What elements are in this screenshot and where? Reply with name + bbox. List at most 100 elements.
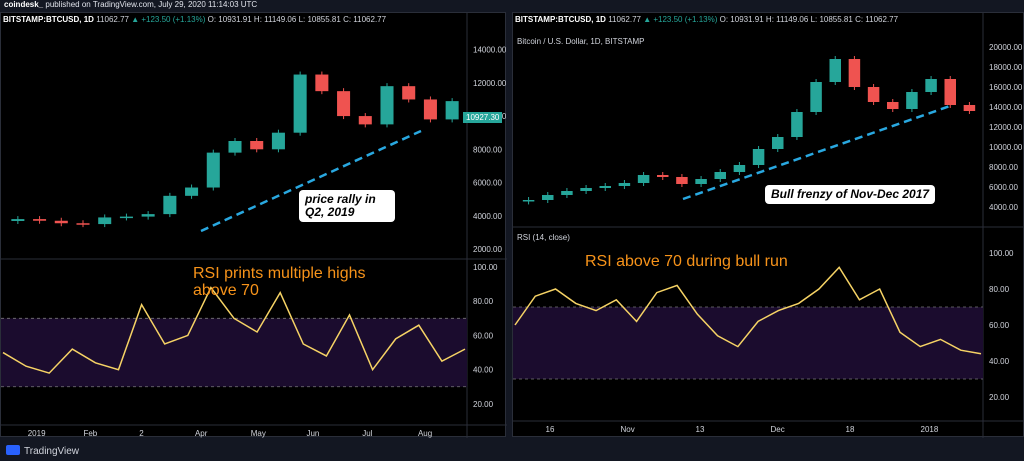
candle-body [733,165,746,172]
left-annotation-line2: Q2, 2019 [305,205,355,219]
left-chart-svg: 14000.0012000.0010000.008000.006000.0040… [1,13,507,438]
candle-body [906,92,918,109]
rsi-tick-label: 40.00 [473,366,494,375]
left-price-tag: 10927.30 [463,112,503,123]
rsi-tick-label: 60.00 [989,321,1010,330]
rsi-tick-label: 40.00 [989,357,1010,366]
right-c: C: 11062.77 [855,15,899,24]
price-tick-label: 8000.00 [989,163,1018,172]
time-tick-label: Jun [306,429,319,438]
candle-body [657,175,669,177]
left-price-annotation: price rally in Q2, 2019 [299,190,395,222]
right-open: O: 10931.91 [719,15,764,24]
time-tick-label: 2018 [921,425,939,434]
trend-line [200,129,422,233]
time-tick-label: Feb [83,429,97,438]
candle-body [887,102,899,109]
candle-body [848,59,861,87]
candle-body [54,220,68,224]
tradingview-brand[interactable]: TradingView [6,445,79,457]
left-high: H: 11149.06 [253,15,297,24]
left-chart-panel[interactable]: BITSTAMP:BTCUSD, 1D 11062.77 ▲ +123.50 (… [0,12,507,438]
candle-body [293,74,307,133]
price-tick-label: 6000.00 [473,179,502,188]
candle-body [337,91,351,117]
candle-body [358,116,372,125]
left-low: L: 10855.81 [298,15,341,24]
candle-body [580,188,592,191]
right-chart-svg: 20000.00 18000.00 16000.00 14000.00 12000.00… [513,13,1024,438]
tradingview-brand-label: TradingView [24,446,80,457]
rsi-band [513,307,983,379]
candle-body [561,191,573,195]
rsi-line [514,266,982,355]
rsi-tick-label: 20.00 [989,393,1010,402]
time-tick-label: 2019 [28,429,46,438]
price-tick-label: 4000.00 [989,203,1018,212]
candle-body [599,186,611,188]
price-tick-label: 14000.00 [989,103,1023,112]
time-tick-label: Dec [771,425,785,434]
left-open: O: 10931.91 [207,15,252,24]
price-tick-label: 14000.00 [473,46,507,55]
left-rsi-annotation: RSI prints multiple highs above 70 [193,265,366,299]
left-symbol: BITSTAMP:BTCUSD, 1D [3,15,94,24]
candle-body [402,86,416,100]
left-rsi-annotation-line2: above 70 [193,282,259,299]
candle-body [206,152,220,188]
time-tick-label: 2 [139,429,144,438]
candle-body [810,82,822,112]
candle-body [185,187,199,196]
price-tick-label: 8000.00 [473,145,502,154]
trend-line [682,103,954,201]
time-tick-label: Aug [418,429,432,438]
publish-header: coindesk_ published on TradingView.com, … [0,0,1024,10]
candle-body [98,217,112,225]
time-tick-label: Nov [621,425,635,434]
left-change: ▲ +123.50 (+1.13%) [131,15,206,24]
left-rsi-annotation-line1: RSI prints multiple highs [193,265,366,282]
candle-body [228,141,242,153]
rsi-band [1,318,467,387]
candle-body [315,74,329,92]
candle-body [33,219,47,221]
time-tick-label: 16 [546,425,555,434]
price-tick-label: 16000.00 [989,83,1023,92]
right-chart-panel[interactable]: BITSTAMP:BTCUSD, 1D 11062.77 ▲ +123.50 (… [512,12,1024,438]
right-chart-subtitle: Bitcoin / U.S. Dollar, 1D, BITSTAMP [517,37,645,46]
candle-body [423,99,437,120]
right-rsi-title: RSI (14, close) [517,233,570,242]
candle-body [944,79,956,105]
price-tick-label: 18000.00 [989,63,1023,72]
price-tick-label: 4000.00 [473,212,502,221]
price-tick-label: 6000.00 [989,183,1018,192]
candle-body [163,195,177,215]
rsi-tick-label: 100.00 [473,263,498,272]
candle-body [867,87,880,102]
tradingview-logo-icon [6,445,20,455]
rsi-tick-label: 80.00 [473,297,494,306]
price-tick-label: 20000.00 [989,43,1023,52]
candle-body [963,105,976,111]
right-low: L: 10855.81 [810,15,853,24]
time-tick-label: 18 [846,425,855,434]
publisher-name: coindesk_ [4,0,44,9]
candle-body [119,216,133,219]
rsi-tick-label: 80.00 [989,285,1010,294]
rsi-tick-label: 20.00 [473,400,494,409]
candle-body [695,179,707,184]
candle-body [752,149,765,165]
candle-body [271,132,285,150]
left-c: C: 11062.77 [343,15,387,24]
candle-body [791,112,803,137]
right-high: H: 11149.06 [765,15,809,24]
candle-body [676,177,688,184]
candle-body [11,219,25,221]
right-ohlc-legend: BITSTAMP:BTCUSD, 1D 11062.77 ▲ +123.50 (… [515,15,898,24]
candle-body [772,137,784,149]
publish-info: published on TradingView.com, July 29, 2… [45,0,258,9]
candle-body [925,79,937,92]
candle-body [637,175,650,183]
time-tick-label: Jul [362,429,372,438]
rsi-tick-label: 100.00 [989,249,1014,258]
